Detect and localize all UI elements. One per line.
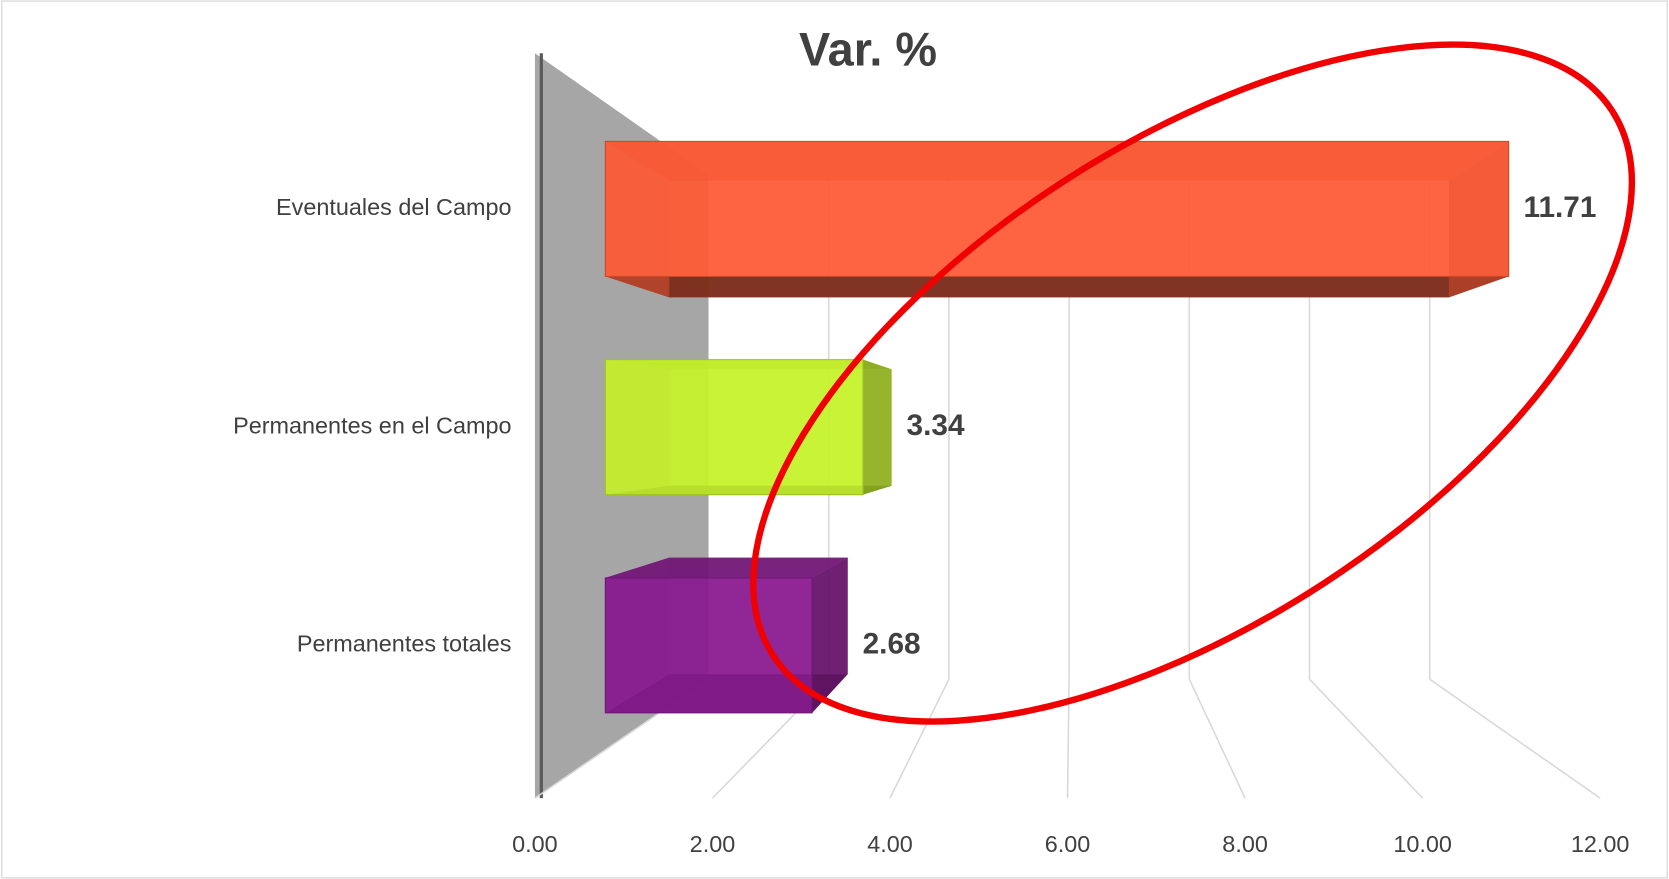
plot-area: 0.00 2.00 4.00 6.00 8.00 10.00 12.00 11.71 Event… <box>233 53 1629 857</box>
y-tick-label: Permanentes totales <box>297 631 512 657</box>
bar-front <box>604 359 864 496</box>
bar-right <box>812 557 848 713</box>
x-tick-label: 12.00 <box>1571 831 1630 857</box>
floor-grid-line <box>1308 678 1424 799</box>
highlight-ellipse <box>750 41 1636 725</box>
x-tick-label: 10.00 <box>1393 831 1452 857</box>
x-tick-label: 8.00 <box>1222 831 1268 857</box>
chart-title: Var. % <box>799 24 937 76</box>
floor-grid-line <box>1188 678 1246 799</box>
data-label: 11.71 <box>1524 191 1597 224</box>
x-tick-label: 4.00 <box>867 831 913 857</box>
x-tick-label: 2.00 <box>690 831 736 857</box>
y-tick-label: Eventuales del Campo <box>276 194 512 220</box>
bar <box>604 140 1510 298</box>
data-label: 2.68 <box>863 627 921 660</box>
bar-right <box>862 359 892 495</box>
x-tick-label: 0.00 <box>512 831 558 857</box>
x-tick-label: 6.00 <box>1045 831 1091 857</box>
y-tick-label: Permanentes en el Campo <box>233 412 511 438</box>
data-label: 3.34 <box>907 409 965 442</box>
bar <box>604 359 892 496</box>
bar-front <box>604 140 1510 277</box>
floor-grid-line <box>1429 678 1601 799</box>
bar-bottom <box>605 276 1509 298</box>
bar-front <box>604 577 813 714</box>
bar <box>604 557 848 714</box>
floor-grid-line <box>889 678 950 799</box>
